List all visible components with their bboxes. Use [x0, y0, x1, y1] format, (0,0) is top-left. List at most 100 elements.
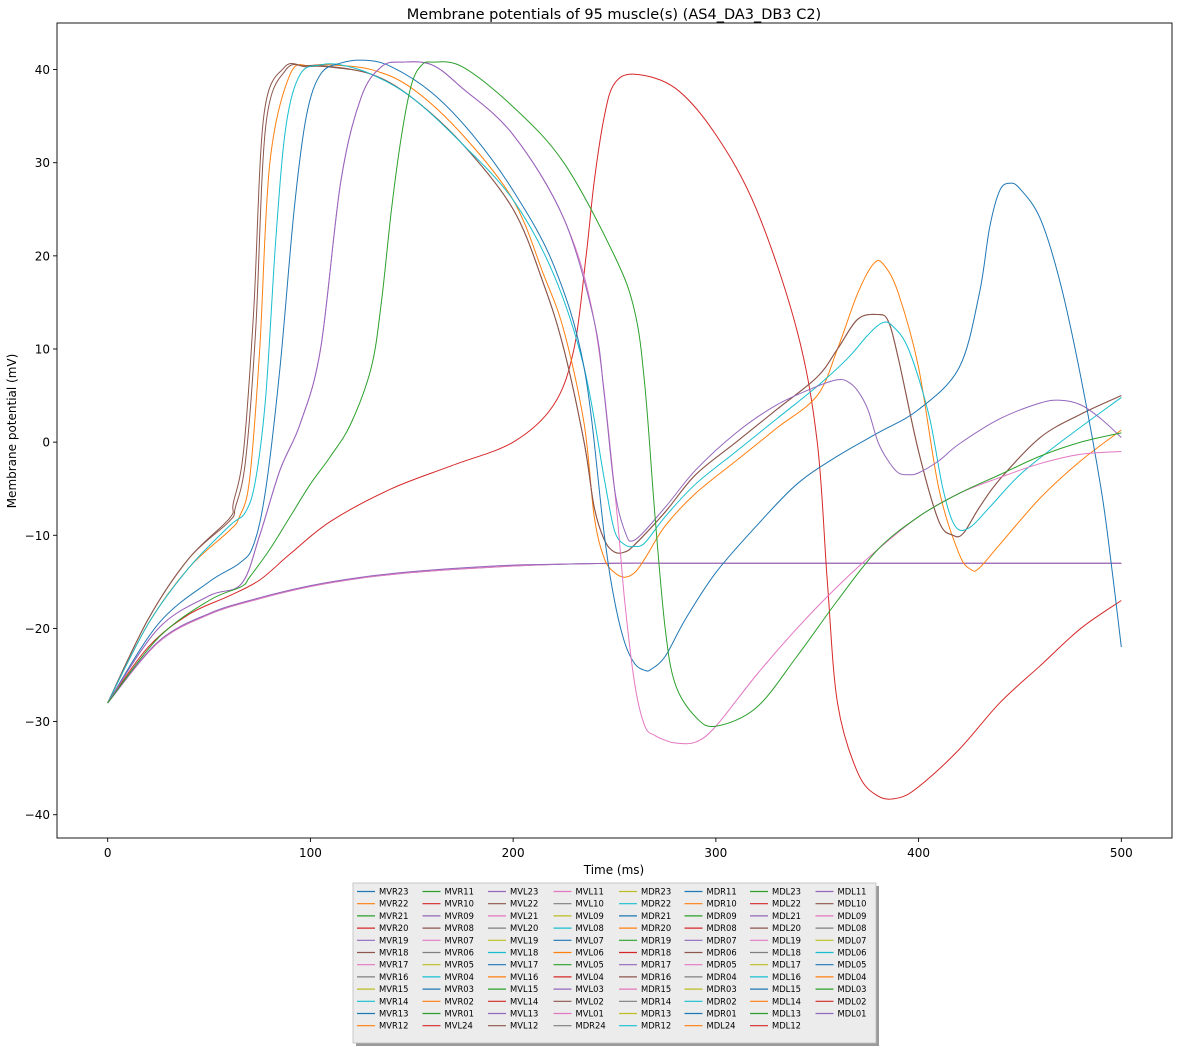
series-line-9: [107, 59, 1122, 704]
y-tick-label: −10: [25, 529, 50, 543]
legend-label: MVL12: [510, 1021, 538, 1031]
legend-label: MDR09: [707, 911, 737, 921]
x-axis-label: Time (ms): [583, 863, 645, 877]
legend-label: MDL13: [772, 1009, 801, 1019]
legend-label: MVL08: [576, 923, 604, 933]
plot-area-frame: [56, 22, 1173, 839]
legend-label: MVR14: [379, 996, 408, 1006]
legend-label: MVR09: [445, 911, 474, 921]
legend-label: MVL18: [510, 948, 538, 958]
legend-label: MDR22: [641, 899, 671, 909]
legend-label: MDR05: [707, 960, 737, 970]
legend-label: MDR18: [641, 948, 671, 958]
legend-label: MDL12: [772, 1021, 801, 1031]
series-line-8: [107, 63, 1122, 704]
legend-label: MVR10: [445, 899, 474, 909]
legend-label: MDR15: [641, 984, 671, 994]
legend-label: MDR04: [707, 972, 737, 982]
legend-label: MDR13: [641, 1009, 671, 1019]
legend-label: MVR16: [379, 972, 408, 982]
legend-label: MDL24: [707, 1021, 736, 1031]
legend-label: MVR04: [445, 972, 474, 982]
legend-label: MVR15: [379, 984, 408, 994]
legend-label: MDL22: [772, 899, 801, 909]
legend-label: MDR08: [707, 923, 737, 933]
x-axis-ticks: 0 100 200 300 400 500: [104, 838, 1133, 860]
y-tick-label: 10: [35, 343, 50, 357]
legend-label: MVL15: [510, 984, 538, 994]
y-tick-label: −40: [25, 808, 50, 822]
legend-label: MDL10: [838, 899, 867, 909]
x-tick-label: 200: [502, 846, 525, 860]
legend-label: MDL18: [772, 948, 801, 958]
legend-label: MVR22: [379, 899, 408, 909]
y-tick-label: −20: [25, 622, 50, 636]
legend-label: MVL17: [510, 960, 538, 970]
legend-label: MDL15: [772, 984, 801, 994]
legend-label: MVR03: [445, 984, 474, 994]
series-line-5: [107, 64, 1122, 704]
legend-label: MDL17: [772, 960, 801, 970]
legend-label: MVR13: [379, 1009, 408, 1019]
legend-label: MVL20: [510, 923, 538, 933]
legend-label: MVL10: [576, 899, 604, 909]
y-tick-label: 30: [35, 156, 50, 170]
legend-label: MDR03: [707, 984, 737, 994]
legend-label: MDL11: [838, 887, 867, 897]
legend-label: MDL04: [838, 972, 867, 982]
legend-label: MDL23: [772, 887, 801, 897]
y-axis-ticks: −40 −30 −20 −10 0 10 20 30 40: [25, 63, 57, 822]
legend-label: MVL06: [576, 948, 604, 958]
series-line-3: [107, 562, 1122, 704]
legend-label: MDL03: [838, 984, 867, 994]
legend-label: MDR11: [707, 887, 737, 897]
legend-label: MVL13: [510, 1009, 538, 1019]
series-line-11: [107, 61, 1122, 704]
legend-label: MVR08: [445, 923, 474, 933]
legend-label: MDR14: [641, 996, 671, 1006]
legend-label: MDL09: [838, 911, 867, 921]
legend-label: MDR06: [707, 948, 737, 958]
legend-label: MVL07: [576, 935, 604, 945]
legend-label: MVL16: [510, 972, 538, 982]
y-tick-label: 20: [35, 249, 50, 263]
legend-label: MVL03: [576, 984, 604, 994]
legend-label: MVL02: [576, 996, 604, 1006]
series-line-12: [107, 61, 1122, 728]
legend-label: MDL08: [838, 923, 867, 933]
legend-label: MVL01: [576, 1009, 604, 1019]
legend-label: MVL21: [510, 911, 538, 921]
legend-label: MVL04: [576, 972, 604, 982]
legend-label: MVL09: [576, 911, 604, 921]
legend-label: MVR17: [379, 960, 408, 970]
series-layer: [107, 59, 1122, 800]
y-tick-label: 0: [42, 436, 50, 450]
legend-label: MDR21: [641, 911, 671, 921]
legend-label: MDR24: [576, 1021, 606, 1031]
legend-label: MVR20: [379, 923, 408, 933]
legend-label: MVR19: [379, 935, 408, 945]
legend-label: MVR06: [445, 948, 474, 958]
legend-label: MVL05: [576, 960, 604, 970]
legend-label: MDR01: [707, 1009, 737, 1019]
legend-label: MDL06: [838, 948, 867, 958]
legend-label: MVL11: [576, 887, 604, 897]
legend-label: MVL14: [510, 996, 538, 1006]
y-axis-label: Membrane potential (mV): [5, 354, 19, 509]
legend-label: MVR23: [379, 887, 408, 897]
legend-label: MVL19: [510, 935, 538, 945]
x-tick-label: 100: [299, 846, 322, 860]
legend-label: MDL16: [772, 972, 801, 982]
series-line-7: [107, 63, 1122, 704]
legend-label: MDR10: [707, 899, 737, 909]
y-tick-label: −30: [25, 715, 50, 729]
legend-label: MVR12: [379, 1021, 408, 1031]
legend-label: MDL21: [772, 911, 801, 921]
legend-label: MDL20: [772, 923, 801, 933]
legend-label: MDR12: [641, 1021, 671, 1031]
legend-label: MDL19: [772, 935, 801, 945]
legend-label: MDL14: [772, 996, 801, 1006]
legend-box: [352, 882, 877, 1044]
